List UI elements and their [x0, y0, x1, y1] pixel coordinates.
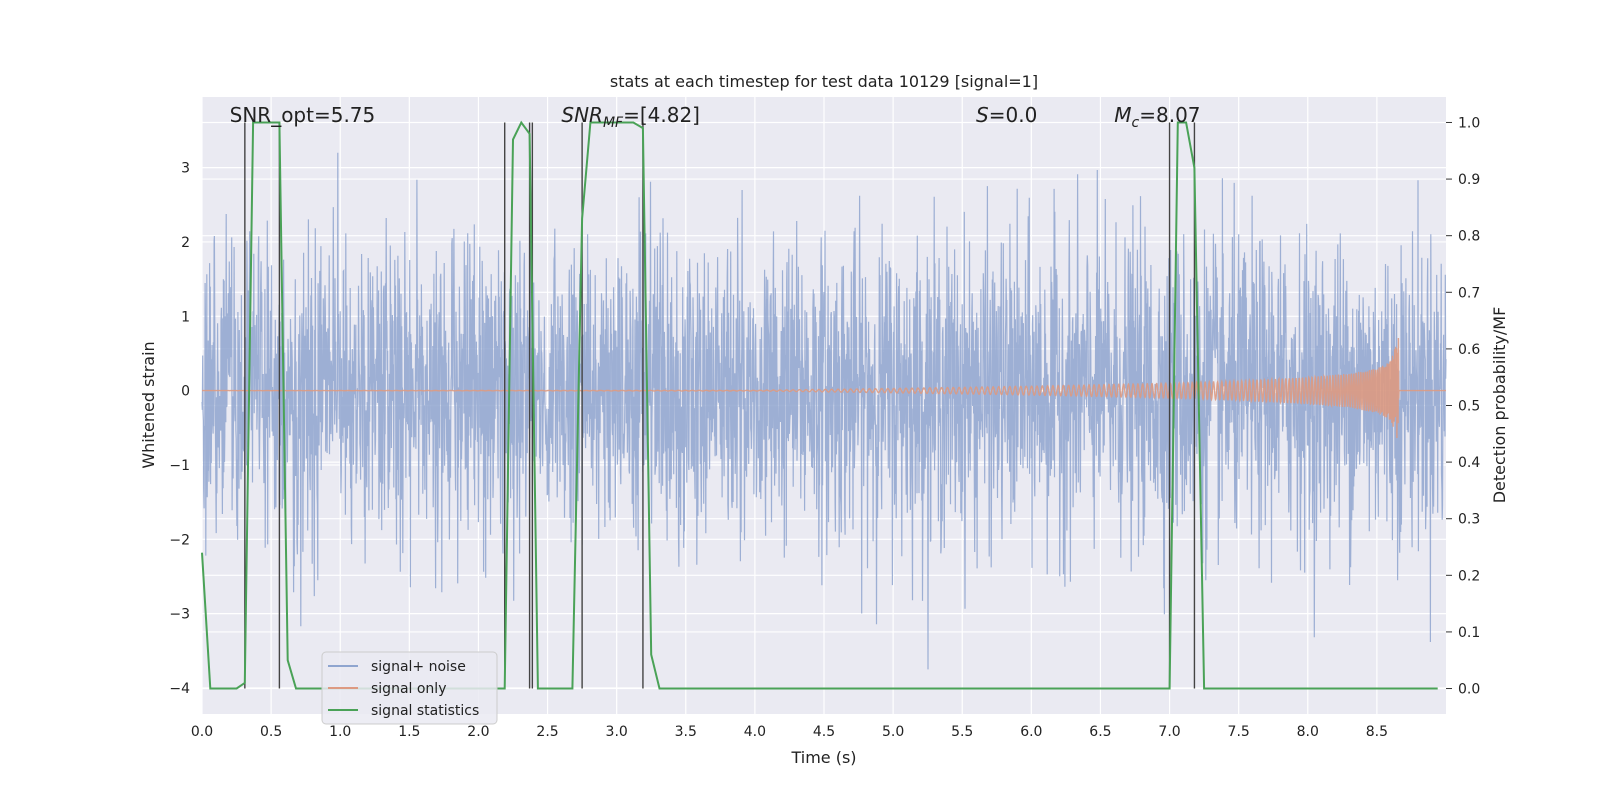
right-y-tick-label-5: 0.5: [1458, 399, 1480, 415]
annotation-2: S=0.0: [976, 103, 1037, 127]
x-tick-label-16: 8.0: [1297, 724, 1319, 740]
right-y-tick-label-4: 0.4: [1458, 455, 1480, 471]
legend-box: [321, 651, 498, 725]
left-y-axis-ticks: −4 −3 −2 −1 0 1 2 3: [169, 161, 190, 697]
right-y-tick-label-0: 0.0: [1458, 682, 1480, 698]
left-y-tick-label-1: −3: [169, 607, 190, 623]
right-y-tick-label-10: 1.0: [1458, 115, 1480, 131]
x-tick-label-7: 3.5: [675, 724, 697, 740]
series-signal-noise-line: [201, 152, 1447, 670]
annotation-3: Mc=8.07: [1114, 103, 1200, 131]
x-tick-label-14: 7.0: [1158, 724, 1180, 740]
left-y-tick-label-6: 2: [181, 235, 190, 251]
x-tick-label-6: 3.0: [606, 724, 628, 740]
left-y-tick-label-7: 3: [181, 161, 190, 177]
x-tick-label-2: 1.0: [329, 724, 351, 740]
right-y-tick-label-8: 0.8: [1458, 229, 1480, 245]
right-y-tick-label-3: 0.3: [1458, 512, 1480, 528]
annotation-1: SNRMF=[4.82]: [561, 103, 700, 131]
left-y-axis-label: Whitened strain: [139, 341, 158, 468]
legend-label-1: signal only: [371, 681, 446, 697]
series-signal-statistics-line: [201, 120, 1438, 690]
x-tick-label-9: 4.5: [813, 724, 835, 740]
left-y-tick-label-5: 1: [181, 309, 190, 325]
series-signal-only-line: [202, 337, 1446, 439]
annotations: SNR_opt=5.75 SNRMF=[4.82] S=0.0 Mc=8.07: [230, 103, 1201, 131]
x-tick-label-17: 8.5: [1366, 724, 1388, 740]
x-tick-label-13: 6.5: [1089, 724, 1111, 740]
right-y-tick-label-6: 0.6: [1458, 342, 1480, 358]
legend-label-0: signal+ noise: [371, 659, 466, 675]
x-tick-label-10: 5.0: [882, 724, 904, 740]
x-tick-label-0: 0.0: [191, 724, 213, 740]
legend: signal+ noise signal only signal statistic…: [321, 651, 498, 725]
right-y-tick-label-2: 0.2: [1458, 568, 1480, 584]
left-y-tick-label-0: −4: [169, 681, 190, 697]
chart-title: stats at each timestep for test data 101…: [610, 72, 1038, 91]
x-axis-ticks: 0.0 0.5 1.0 1.5 2.0 2.5 3.0 3.5 4.0 4.5 5.0 5.5 6.0 6…: [191, 724, 1388, 740]
x-axis-label: Time (s): [790, 748, 856, 767]
x-tick-label-12: 6.0: [1020, 724, 1042, 740]
x-tick-label-15: 7.5: [1228, 724, 1250, 740]
x-tick-label-1: 0.5: [260, 724, 282, 740]
right-y-axis-ticks: 0.0 0.1 0.2 0.3 0.4 0.5 0.6 0.7 0.8 0.9 1.0: [1446, 115, 1480, 698]
annotation-0: SNR_opt=5.75: [230, 103, 376, 127]
x-tick-label-5: 2.5: [536, 724, 558, 740]
left-y-tick-label-4: 0: [181, 384, 190, 400]
right-y-tick-label-7: 0.7: [1458, 285, 1480, 301]
legend-label-2: signal statistics: [371, 703, 479, 719]
left-y-tick-label-3: −1: [169, 458, 190, 474]
vertical-markers: [201, 120, 1438, 690]
plot-content: [201, 152, 1447, 670]
x-tick-label-4: 2.0: [467, 724, 489, 740]
x-tick-label-3: 1.5: [398, 724, 420, 740]
x-tick-label-11: 5.5: [951, 724, 973, 740]
x-tick-label-8: 4.0: [744, 724, 766, 740]
left-y-tick-label-2: −2: [169, 532, 190, 548]
right-y-tick-label-9: 0.9: [1458, 172, 1480, 188]
right-y-tick-label-1: 0.1: [1458, 625, 1480, 641]
right-y-axis-label: Detection probability/MF: [1490, 307, 1509, 504]
